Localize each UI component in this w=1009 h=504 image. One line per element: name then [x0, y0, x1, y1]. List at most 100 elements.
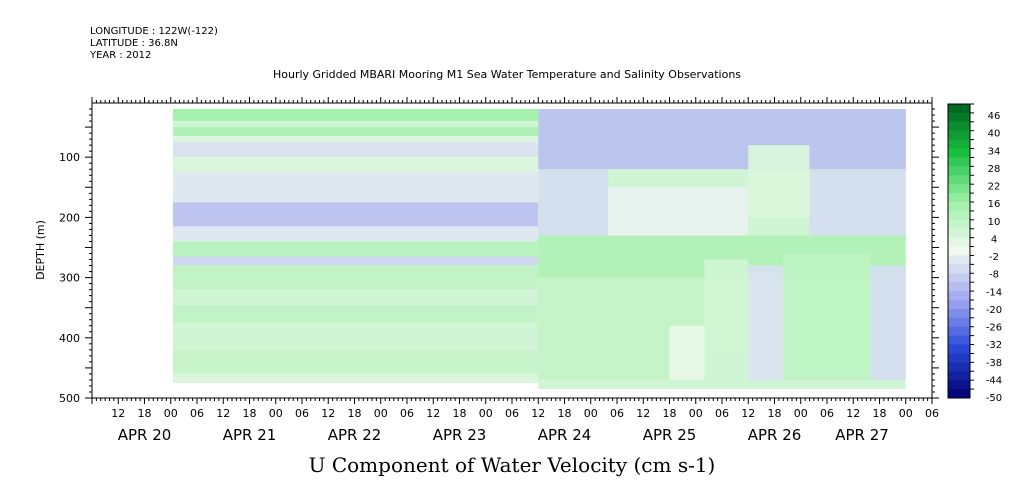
x-hour-tick-label: 12 — [426, 407, 440, 420]
colorbar-tick-label: -8 — [989, 270, 999, 281]
interpolated-band — [172, 304, 539, 323]
colorbar-swatch — [948, 282, 970, 292]
colorbar-tick-label: -50 — [986, 393, 1002, 404]
observed-patch — [538, 109, 906, 170]
x-hour-tick-label: 00 — [479, 407, 493, 420]
colorbar-tick-label: 34 — [988, 146, 1001, 157]
colorbar-swatch — [948, 219, 970, 230]
observed-patch — [608, 187, 749, 242]
colorbar-swatch — [948, 237, 970, 248]
interpolated-band — [172, 121, 539, 128]
interpolated-band — [172, 109, 539, 122]
interpolated-band — [172, 142, 539, 158]
x-hour-tick-label: 06 — [295, 407, 309, 420]
interpolated-band — [172, 226, 539, 242]
y-tick-label: 100 — [59, 151, 80, 164]
x-hour-tick-label: 18 — [663, 407, 677, 420]
x-hour-tick-label: 00 — [794, 407, 808, 420]
x-hour-tick-label: 12 — [321, 407, 335, 420]
x-hour-tick-label: 00 — [899, 407, 913, 420]
colorbar-tick-label: 4 — [991, 234, 997, 245]
colorbar-swatch — [948, 130, 970, 141]
colorbar-tick-label: -14 — [986, 287, 1002, 298]
colorbar-swatch — [948, 112, 970, 123]
observed-patch — [748, 265, 784, 380]
colorbar-tick-label: 10 — [988, 217, 1001, 228]
x-day-label: APR 20 — [118, 426, 172, 444]
interpolated-band — [172, 373, 539, 383]
x-hour-tick-label: 12 — [531, 407, 545, 420]
colorbar-swatch — [948, 300, 970, 310]
longitude-label: LONGITUDE : 122W(-122) — [90, 26, 218, 37]
x-hour-tick-label: 18 — [453, 407, 467, 420]
y-tick-label: 200 — [59, 211, 80, 224]
colorbar-swatch — [948, 175, 970, 185]
colorbar-swatch — [948, 291, 970, 301]
colorbar-swatch — [948, 362, 970, 372]
colorbar-swatch — [948, 380, 970, 390]
x-hour-tick-label: 00 — [374, 407, 388, 420]
x-hour-tick-label: 18 — [873, 407, 887, 420]
observed-patch — [783, 253, 871, 380]
colorbar-swatch — [948, 157, 970, 167]
x-hour-tick-label: 06 — [820, 407, 834, 420]
y-tick-label: 300 — [59, 272, 80, 285]
x-hour-tick-label: 06 — [505, 407, 519, 420]
y-axis-label: DEPTH (m) — [34, 220, 47, 280]
interpolated-band — [172, 322, 539, 350]
x-hour-tick-label: 06 — [190, 407, 204, 420]
colorbar-swatch — [948, 255, 970, 265]
variable-title: U Component of Water Velocity (cm s-1) — [308, 453, 716, 477]
colorbar-swatch — [948, 335, 970, 346]
colorbar-swatch — [948, 326, 970, 337]
colorbar-tick-label: 46 — [988, 111, 1001, 122]
interpolated-band — [172, 157, 539, 173]
interpolated-band — [172, 202, 539, 227]
observed-patch — [704, 259, 749, 350]
observed-patch — [669, 325, 705, 380]
colorbar-swatch — [948, 371, 970, 381]
colorbar-frame — [947, 103, 971, 399]
x-day-label: APR 27 — [835, 426, 889, 444]
x-hour-tick-label: 00 — [584, 407, 598, 420]
year-label: YEAR : 2012 — [90, 50, 152, 61]
colorbar-swatch — [948, 210, 970, 221]
x-hour-tick-label: 12 — [846, 407, 860, 420]
x-hour-tick-label: 00 — [269, 407, 283, 420]
x-hour-tick-label: 18 — [558, 407, 572, 420]
colorbar-tick-label: -2 — [989, 252, 999, 263]
observed-patch — [538, 169, 609, 236]
colorbar-swatch — [948, 148, 970, 158]
colorbar-tick-label: -38 — [986, 358, 1002, 369]
x-day-label: APR 24 — [538, 426, 592, 444]
x-hour-tick-label: 12 — [111, 407, 125, 420]
colorbar-swatch — [948, 246, 970, 256]
y-tick-label: 400 — [59, 332, 80, 345]
x-hour-tick-label: 06 — [610, 407, 624, 420]
latitude-label: LATITUDE : 36.8N — [90, 38, 178, 49]
x-hour-tick-label: 00 — [689, 407, 703, 420]
colorbar-swatch — [948, 104, 970, 114]
x-hour-tick-label: 06 — [925, 407, 939, 420]
colorbar-swatch — [948, 353, 970, 363]
colorbar-tick-label: 22 — [988, 182, 1001, 193]
colorbar-tick-label: -20 — [986, 305, 1002, 316]
x-day-label: APR 21 — [223, 426, 277, 444]
colorbar-swatch — [948, 202, 970, 212]
interpolated-band — [172, 289, 539, 305]
x-day-label: APR 26 — [748, 426, 802, 444]
x-hour-tick-label: 06 — [715, 407, 729, 420]
x-hour-tick-label: 00 — [164, 407, 178, 420]
x-hour-tick-label: 18 — [138, 407, 152, 420]
x-day-label: APR 23 — [433, 426, 487, 444]
x-hour-tick-label: 12 — [741, 407, 755, 420]
y-tick-label: 500 — [59, 392, 80, 405]
x-hour-tick-label: 12 — [636, 407, 650, 420]
colorbar-swatch — [948, 166, 970, 176]
colorbar-tick-label: 40 — [988, 129, 1001, 140]
observed-patch — [748, 145, 810, 218]
x-hour-tick-label: 18 — [768, 407, 782, 420]
observed-patch — [809, 169, 906, 236]
colorbar-swatch — [948, 228, 970, 239]
